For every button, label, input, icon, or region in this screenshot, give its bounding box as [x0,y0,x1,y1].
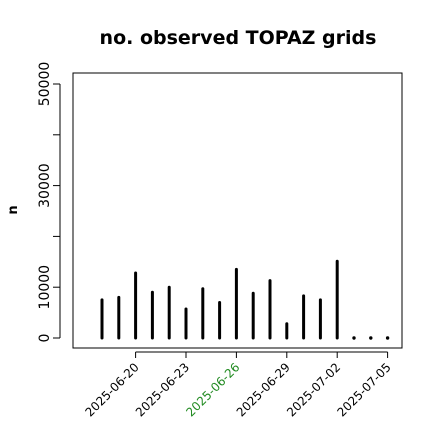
y-axis: 0 10000 30000 50000 [37,62,61,343]
chart-title: no. observed TOPAZ grids [100,27,377,49]
y-tick-label: 50000 [37,62,53,107]
bar-2025-07-03 [352,336,356,340]
y-axis-label: n [6,205,21,214]
y-tick-label: 10000 [37,265,53,310]
y-tick-label: 0 [37,334,53,343]
x-tick-label: 2025-07-05 [335,360,394,419]
bar-2025-07-05 [385,336,390,340]
bar-2025-07-04 [369,336,373,340]
x-axis: 2025-06-202025-06-232025-06-262025-06-29… [83,351,394,419]
y-tick-label: 30000 [37,163,53,208]
plot-frame [72,72,403,349]
bars [100,259,390,340]
